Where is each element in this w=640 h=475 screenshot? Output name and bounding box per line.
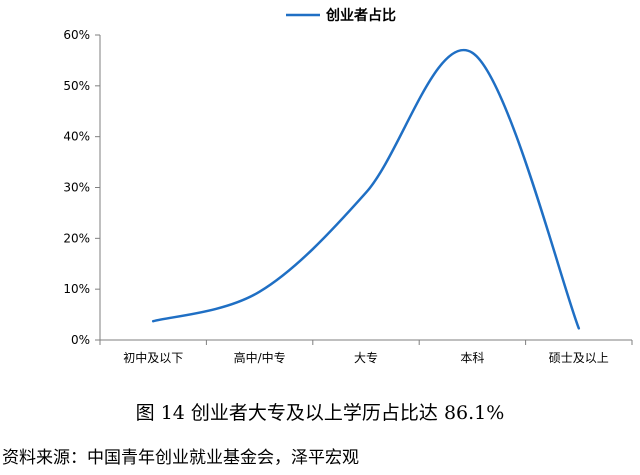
y-tick-label: 60% bbox=[63, 28, 90, 42]
plot-area bbox=[151, 48, 581, 330]
x-tick-label: 本科 bbox=[460, 351, 484, 365]
source-note: 资料来源：中国青年创业就业基金会，泽平宏观 bbox=[2, 448, 359, 468]
y-tick-label: 30% bbox=[63, 181, 90, 195]
y-tick-label: 40% bbox=[63, 130, 90, 144]
series-line bbox=[151, 48, 581, 330]
x-tick-label: 初中及以下 bbox=[123, 350, 183, 365]
figure-caption: 图 14 创业者大专及以上学历占比达 86.1% bbox=[135, 402, 505, 424]
y-tick-label: 20% bbox=[63, 231, 90, 245]
legend: 创业者占比 bbox=[286, 7, 396, 24]
x-tick-label: 硕士及以上 bbox=[549, 351, 609, 365]
y-axis: 0% 10% 20% 30% 40% 50% 60% bbox=[63, 28, 101, 347]
chart: 创业者占比 0% 10% 20% 30% 40% 50% 60% 初中及以下 高中/中专 大专 本… bbox=[63, 7, 633, 365]
y-tick-label: 0% bbox=[71, 333, 90, 347]
x-tick-label: 高中/中专 bbox=[234, 350, 286, 365]
y-tick-label: 50% bbox=[63, 79, 90, 93]
y-tick-label: 10% bbox=[63, 282, 90, 296]
x-axis: 初中及以下 高中/中专 大专 本科 硕士及以上 bbox=[99, 339, 633, 365]
x-tick-label: 大专 bbox=[354, 350, 378, 365]
legend-label: 创业者占比 bbox=[325, 7, 396, 24]
